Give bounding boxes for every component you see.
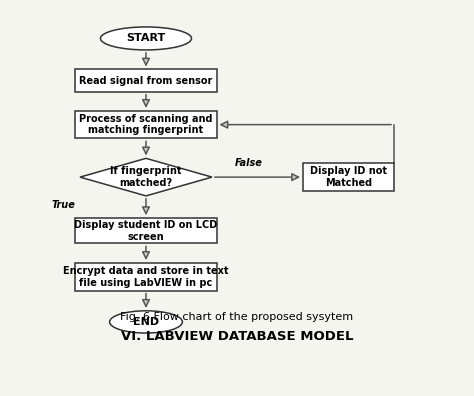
Text: START: START bbox=[127, 33, 165, 44]
Text: Encrypt data and store in text
file using LabVIEW in pc: Encrypt data and store in text file usin… bbox=[63, 266, 229, 287]
FancyBboxPatch shape bbox=[75, 218, 217, 244]
Polygon shape bbox=[80, 158, 212, 196]
Text: Read signal from sensor: Read signal from sensor bbox=[79, 76, 213, 86]
FancyBboxPatch shape bbox=[75, 111, 217, 139]
Text: END: END bbox=[133, 317, 159, 327]
Text: False: False bbox=[235, 158, 262, 168]
Ellipse shape bbox=[109, 311, 182, 333]
Ellipse shape bbox=[100, 27, 191, 50]
Text: Display ID not
Matched: Display ID not Matched bbox=[310, 166, 387, 188]
FancyBboxPatch shape bbox=[75, 263, 217, 291]
Text: VI. LABVIEW DATABASE MODEL: VI. LABVIEW DATABASE MODEL bbox=[121, 330, 353, 343]
FancyBboxPatch shape bbox=[303, 163, 394, 191]
Text: Process of scanning and
matching fingerprint: Process of scanning and matching fingerp… bbox=[79, 114, 213, 135]
Text: Fig. 6 Flow chart of the proposed sysytem: Fig. 6 Flow chart of the proposed sysyte… bbox=[120, 312, 354, 322]
Text: True: True bbox=[52, 200, 75, 210]
Text: Display student ID on LCD
screen: Display student ID on LCD screen bbox=[74, 220, 218, 242]
Text: If fingerprint
matched?: If fingerprint matched? bbox=[110, 166, 182, 188]
FancyBboxPatch shape bbox=[75, 69, 217, 92]
